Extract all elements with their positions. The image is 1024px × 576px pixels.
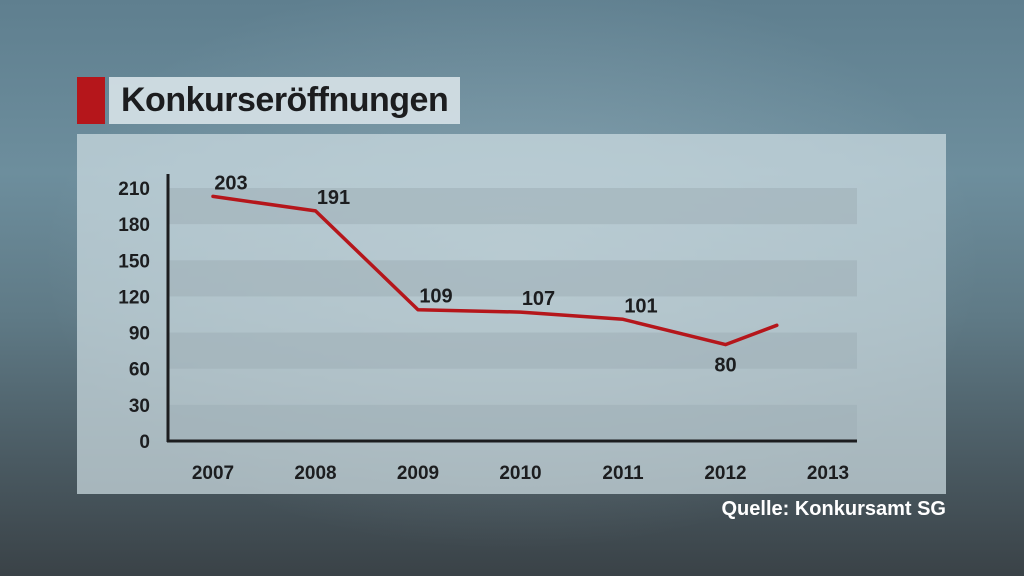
chart-title-bar: Konkurseröffnungen <box>77 77 461 124</box>
source-note: Quelle: Konkursamt SG <box>721 498 947 520</box>
grid-band <box>168 332 857 369</box>
x-tick-label: 2009 <box>397 463 439 484</box>
chart-panel: 0 30 60 90 120 150 180 210 2007 2008 2009 2010 2011 2… <box>77 134 946 494</box>
y-tick-label: 210 <box>118 179 150 200</box>
y-tick-label: 60 <box>129 360 150 381</box>
x-tick-label: 2010 <box>499 463 541 484</box>
y-tick-label: 30 <box>129 396 150 417</box>
data-label: 107 <box>522 288 555 310</box>
y-tick-label: 0 <box>139 432 150 453</box>
y-tick-label: 180 <box>118 215 150 236</box>
x-tick-label: 2007 <box>192 463 234 484</box>
y-tick-label: 150 <box>118 251 150 272</box>
x-tick-label: 2011 <box>602 463 644 484</box>
grid-band <box>168 260 857 297</box>
series-line <box>211 194 779 347</box>
chart-title: Konkurseröffnungen <box>109 77 461 124</box>
x-tick-label: 2012 <box>704 463 746 484</box>
x-tick-label: 2008 <box>294 463 336 484</box>
grid-band <box>168 404 857 441</box>
y-tick-label: 90 <box>129 324 150 345</box>
title-accent-block <box>77 77 105 124</box>
data-label: 203 <box>214 172 247 194</box>
data-label: 80 <box>714 355 736 377</box>
x-tick-label: 2013 <box>807 463 849 484</box>
data-label: 101 <box>624 295 657 317</box>
data-label: 109 <box>419 286 452 308</box>
line-chart: 0 30 60 90 120 150 180 210 2007 2008 2009 2010 2011 2… <box>118 172 857 484</box>
y-tick-label: 120 <box>118 287 150 308</box>
data-label: 191 <box>317 187 350 209</box>
